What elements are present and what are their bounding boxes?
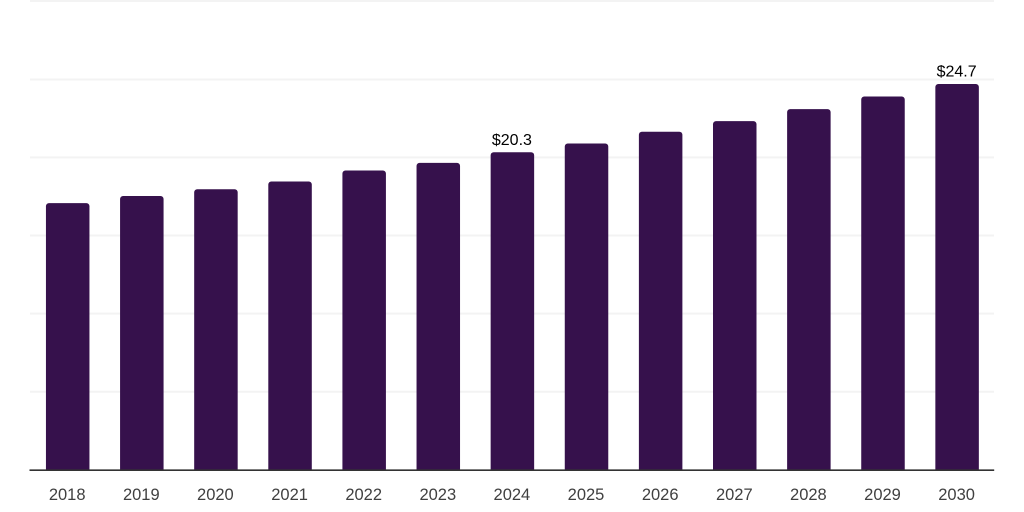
svg-text:2030: 2030 bbox=[938, 486, 975, 504]
svg-text:2021: 2021 bbox=[271, 486, 308, 504]
svg-text:2029: 2029 bbox=[864, 486, 901, 504]
svg-text:2022: 2022 bbox=[345, 486, 382, 504]
svg-text:2018: 2018 bbox=[49, 486, 86, 504]
svg-text:2023: 2023 bbox=[419, 486, 456, 504]
svg-text:$20.3: $20.3 bbox=[492, 132, 532, 149]
svg-text:2025: 2025 bbox=[568, 486, 605, 504]
svg-text:2020: 2020 bbox=[197, 486, 234, 504]
svg-text:2028: 2028 bbox=[790, 486, 827, 504]
svg-text:2019: 2019 bbox=[123, 486, 160, 504]
svg-text:2024: 2024 bbox=[494, 486, 531, 504]
svg-text:2027: 2027 bbox=[716, 486, 753, 504]
svg-text:2026: 2026 bbox=[642, 486, 679, 504]
svg-text:$24.7: $24.7 bbox=[937, 64, 977, 81]
